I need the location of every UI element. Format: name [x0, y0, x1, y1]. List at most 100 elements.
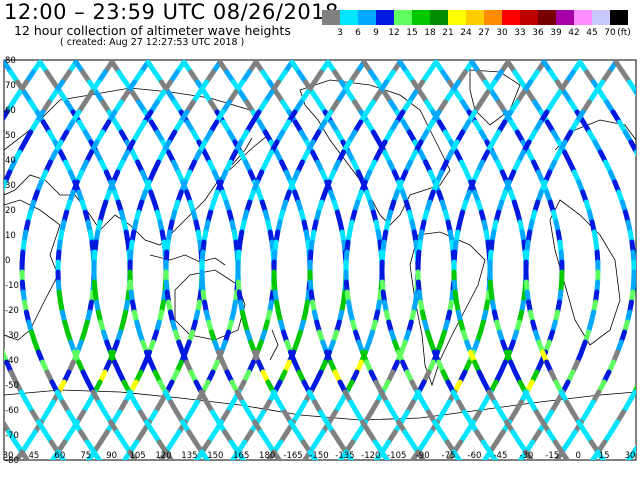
legend-swatch [394, 10, 412, 25]
wave-height-legend: 3 6 9 12 15 18 21 24 27 30 33 36 39 42 45 70 (ft) [322, 10, 640, 39]
track-segment [91, 449, 103, 460]
longitude-labels: 30 45 60 75 90 105 120 135 150 165 180 -165 -150 -135… [3, 451, 636, 461]
latitude-label: -60 [5, 406, 19, 416]
track-segment [4, 109, 10, 122]
longitude-label: -90 [416, 451, 430, 461]
track-segment [55, 449, 67, 460]
longitude-label: 0 [575, 451, 580, 461]
track-segment [625, 449, 636, 460]
track-segment [523, 449, 535, 460]
legend-swatch [412, 10, 430, 25]
coast-newzealand [269, 329, 279, 361]
legend-label: 18 [424, 28, 436, 38]
latitude-label: -10 [5, 281, 19, 291]
track-segment [4, 348, 5, 354]
latitude-label: 40 [5, 156, 16, 166]
legend-label: 21 [442, 28, 454, 38]
legend-swatch [358, 10, 376, 25]
altimeter-tracks [0, 60, 636, 460]
legend-swatch [484, 10, 502, 25]
longitude-label: -150 [309, 451, 328, 461]
track-segment [451, 449, 463, 460]
latitude-label: -40 [5, 356, 19, 366]
chart-subtitle: 12 hour collection of altimeter wave hei… [14, 23, 291, 38]
legend-swatch [466, 10, 484, 25]
longitude-label: 45 [29, 451, 40, 461]
track-segment [415, 449, 427, 460]
legend-swatch [502, 10, 520, 25]
latitude-label: -50 [5, 381, 19, 391]
coast-africa [4, 199, 61, 341]
longitude-label: -15 [545, 451, 559, 461]
longitude-label: -135 [335, 451, 354, 461]
longitude-label: 150 [207, 451, 223, 461]
legend-label: 12 [388, 28, 400, 38]
latitude-labels: 80 70 60 50 40 30 20 10 0 -10 -20 -30 -40 -50 -60 -70 -8… [5, 56, 19, 466]
legend-swatch [610, 10, 628, 25]
legend-swatch [448, 10, 466, 25]
longitude-label: 165 [233, 451, 249, 461]
track-segment [0, 192, 1, 202]
track-segment [19, 449, 31, 460]
chart-title: 12:00 – 23:59 UTC 08/26/2018 [4, 0, 339, 24]
legend-label: 24 [460, 28, 472, 38]
legend-label: 42 [568, 28, 580, 38]
track-segment [379, 449, 391, 460]
longitude-label: 75 [80, 451, 91, 461]
track-segment [487, 449, 499, 460]
legend-label: 45 [586, 28, 598, 38]
legend-color-bar [322, 10, 640, 25]
latitude-label: 0 [5, 256, 10, 266]
longitude-label: 180 [259, 451, 275, 461]
track-segment [633, 149, 636, 157]
track-segment [633, 89, 636, 97]
latitude-label: -70 [5, 431, 19, 441]
longitude-label: 60 [54, 451, 65, 461]
longitude-label: 120 [155, 451, 171, 461]
legend-swatch [322, 10, 340, 25]
legend-label: 39 [550, 28, 562, 38]
coast-japan [231, 137, 253, 166]
latitude-label: 80 [5, 56, 16, 66]
legend-label: 15 [406, 28, 418, 38]
coast-eurasia [4, 87, 269, 246]
latitude-label: 10 [5, 231, 16, 241]
legend-labels: 3 6 9 12 15 18 21 24 27 30 33 36 39 42 45 70 (ft) [322, 25, 640, 39]
legend-swatch [430, 10, 448, 25]
track-segment [343, 449, 355, 460]
track-segment [4, 179, 8, 192]
latitude-label: 70 [5, 81, 16, 91]
longitude-label: -30 [519, 451, 533, 461]
legend-label: 9 [373, 28, 379, 38]
legend-swatch [376, 10, 394, 25]
created-timestamp: ( created: Aug 27 12:27:53 UTC 2018 ) [60, 37, 245, 48]
legend-label: 33 [514, 28, 526, 38]
track-segment [271, 449, 283, 460]
longitude-label: -45 [493, 451, 507, 461]
legend-label: 30 [496, 28, 508, 38]
legend-swatch [574, 10, 592, 25]
longitude-label: 105 [129, 451, 145, 461]
latitude-label: 30 [5, 181, 16, 191]
track-segment [127, 449, 139, 460]
legend-swatch [592, 10, 610, 25]
longitude-label: 30 [3, 451, 14, 461]
track-segment [163, 449, 175, 460]
legend-label: 6 [355, 28, 361, 38]
longitude-label: 90 [106, 451, 117, 461]
legend-label: 27 [478, 28, 490, 38]
longitude-label: 30 [625, 451, 636, 461]
track-segment [559, 449, 571, 460]
track-segment [199, 449, 211, 460]
coast-greenland [469, 69, 521, 126]
legend-swatch [556, 10, 574, 25]
coast-north-america [299, 79, 451, 226]
track-segment [235, 449, 247, 460]
longitude-label: -120 [361, 451, 380, 461]
longitude-label: -60 [468, 451, 482, 461]
latitude-label: -20 [5, 306, 19, 316]
track-segment [595, 449, 607, 460]
legend-label: 3 [337, 28, 343, 38]
longitude-label: -165 [283, 451, 302, 461]
